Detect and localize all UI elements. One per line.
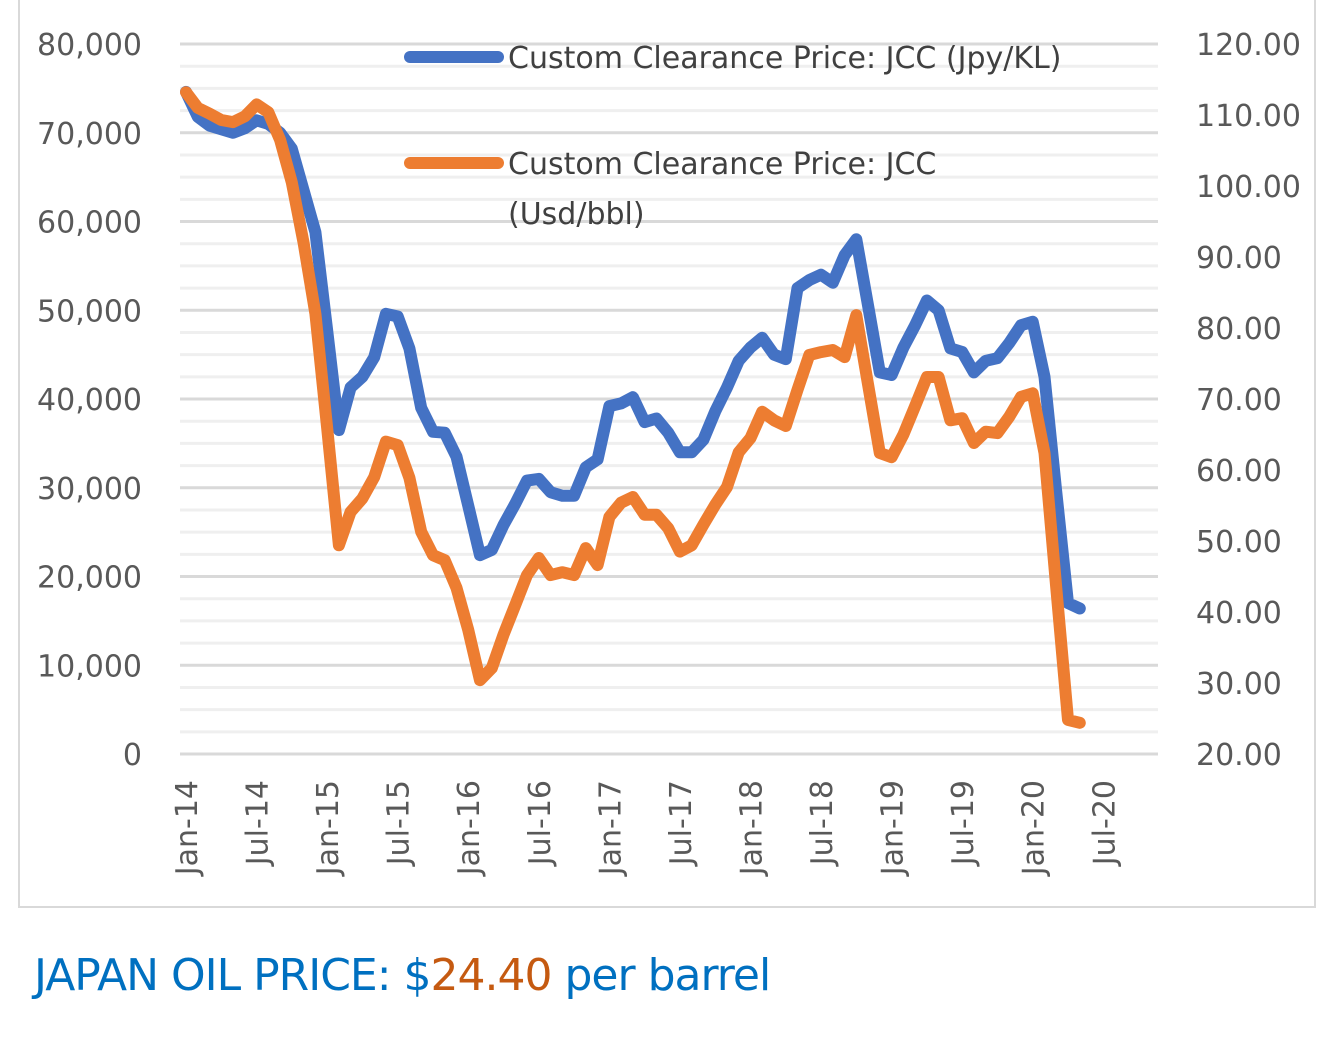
y-left-tick-label: 30,000	[37, 472, 142, 507]
legend-label-jpy: Custom Clearance Price: JCC (Jpy/KL)	[508, 41, 1061, 76]
y-right-tick-label: 90.00	[1196, 241, 1282, 276]
y-right-tick-label: 50.00	[1196, 525, 1282, 560]
series-jpy-kl	[180, 85, 1086, 615]
y-left-tick-label: 70,000	[37, 117, 142, 152]
x-tick-label: Jan-15	[311, 780, 346, 877]
y-left-tick-label: 60,000	[37, 206, 142, 241]
line-chart: 0 10,000 20,000 30,000 40,000 50,000 60,000 70,…	[37, 28, 1301, 877]
x-tick-label: Jan-17	[593, 780, 628, 877]
y-right-tick-label: 100.00	[1196, 170, 1301, 205]
caption-prefix: JAPAN OIL PRICE: $	[34, 950, 432, 1001]
caption-price-value: 24.40	[430, 950, 553, 1001]
chart-frame	[18, 0, 1316, 908]
x-tick-label: Jul-18	[805, 780, 840, 867]
legend-label-usd-line1: Custom Clearance Price: JCC	[508, 147, 936, 182]
series-usd-bbl	[180, 86, 1086, 729]
y-left-tick-label: 50,000	[37, 294, 142, 329]
x-tick-label: Jan-20	[1017, 780, 1052, 877]
y-right-tick-label: 80.00	[1196, 312, 1282, 347]
y-left-tick-label: 40,000	[37, 383, 142, 418]
x-tick-label: Jan-19	[876, 780, 911, 877]
x-tick-label: Jul-20	[1087, 780, 1122, 867]
caption-suffix: per barrel	[551, 950, 772, 1001]
y-right-tick-label: 20.00	[1196, 738, 1282, 773]
x-tick-label: Jan-18	[734, 780, 769, 877]
caption: JAPAN OIL PRICE: $24.40 per barrel	[34, 950, 772, 1001]
legend: Custom Clearance Price: JCC (Jpy/KL) Cus…	[404, 41, 1061, 232]
x-tick-label: Jul-19	[946, 780, 981, 867]
legend-label-usd-line2: (Usd/bbl)	[508, 197, 645, 232]
y-right-tick-label: 110.00	[1196, 99, 1301, 134]
x-tick-label: Jul-16	[523, 780, 558, 867]
y-right-tick-label: 30.00	[1196, 667, 1282, 702]
x-tick-label: Jul-17	[664, 780, 699, 867]
x-tick-label: Jan-16	[452, 780, 487, 877]
y-right-tick-label: 70.00	[1196, 383, 1282, 418]
y-left-tick-label: 20,000	[37, 561, 142, 596]
x-tick-label: Jul-15	[382, 780, 417, 867]
y-right-tick-label: 40.00	[1196, 596, 1282, 631]
y-left-tick-label: 80,000	[37, 28, 142, 63]
x-tick-label: Jul-14	[241, 780, 276, 867]
y-right-tick-label: 120.00	[1196, 28, 1301, 63]
x-tick-label: Jan-14	[170, 780, 205, 877]
y-left-tick-label: 10,000	[37, 649, 142, 684]
y-right-tick-label: 60.00	[1196, 454, 1282, 489]
y-left-tick-label: 0	[123, 738, 142, 773]
